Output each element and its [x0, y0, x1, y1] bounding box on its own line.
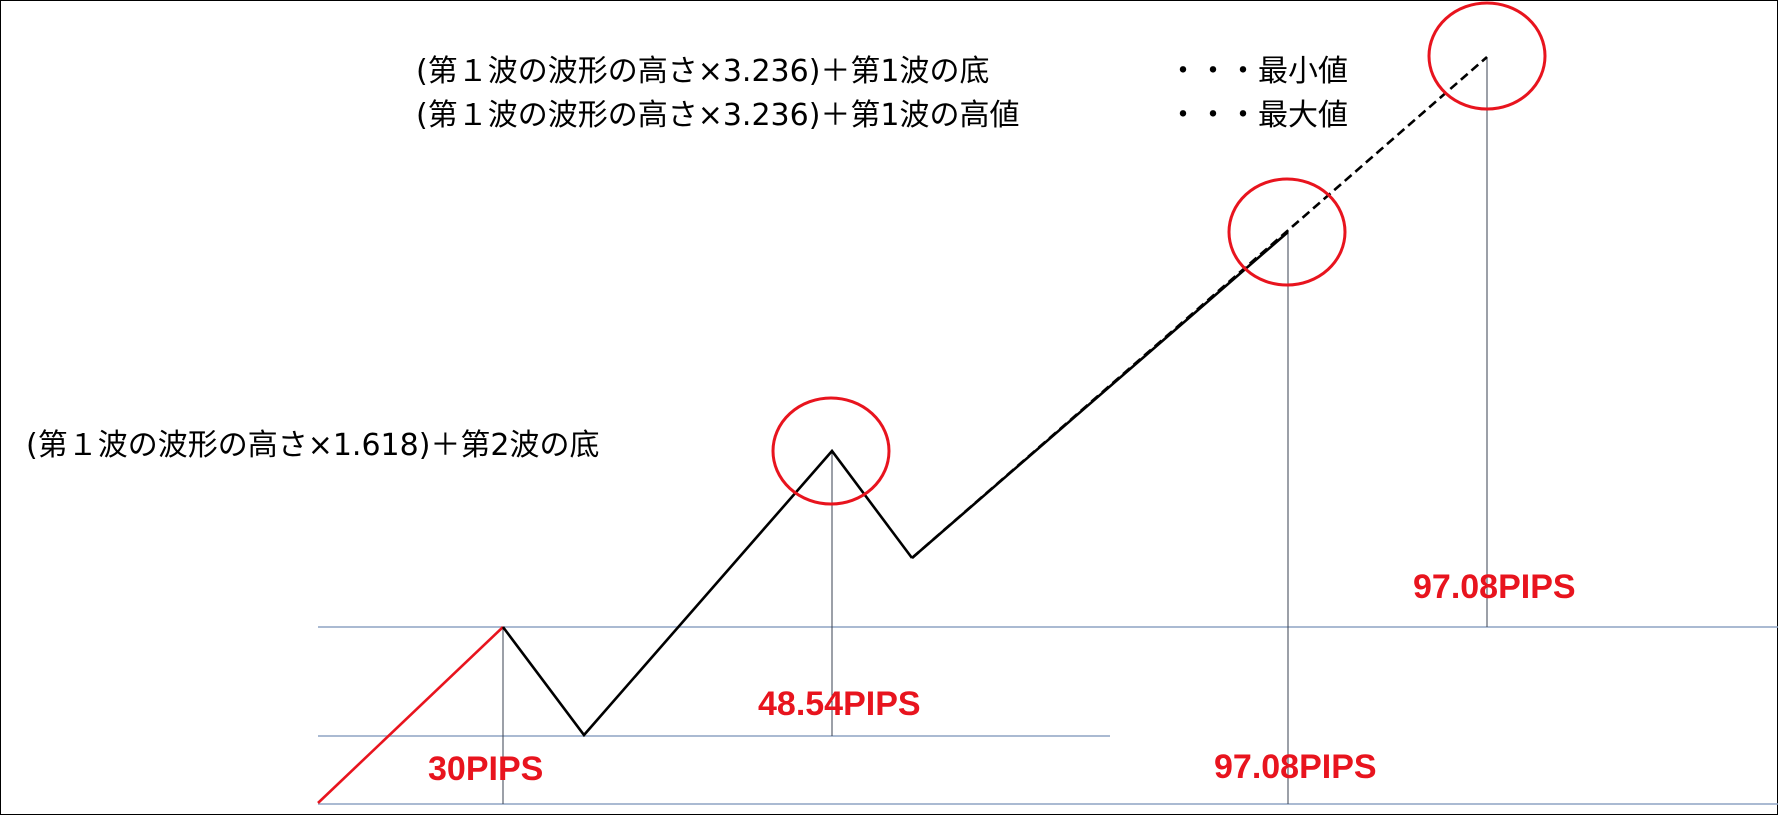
formula-min-label: (第１波の波形の高さ×3.236)＋第1波の底 — [416, 54, 990, 89]
pips-label-wave5-max: 97.08PIPS — [1413, 568, 1576, 606]
target-circle-wave3 — [771, 396, 891, 506]
wave1-line — [317, 626, 504, 804]
pips-label-wave1: 30PIPS — [428, 750, 543, 788]
formula-max-label: (第１波の波形の高さ×3.236)＋第1波の高値 — [416, 98, 1020, 133]
wave5-line-max-dashed — [911, 56, 1488, 559]
formula-wave3-label: (第１波の波形の高さ×1.618)＋第2波の底 — [26, 428, 600, 463]
target-circle-wave5-max — [1427, 1, 1547, 111]
legend-min-label: ・・・最小値 — [1168, 54, 1348, 89]
pips-label-wave5-min: 97.08PIPS — [1214, 748, 1377, 786]
legend-max-label: ・・・最大値 — [1168, 98, 1348, 133]
pips-label-wave3: 48.54PIPS — [758, 685, 921, 723]
target-circle-wave5-min — [1227, 177, 1347, 287]
wave-path — [501, 448, 914, 738]
